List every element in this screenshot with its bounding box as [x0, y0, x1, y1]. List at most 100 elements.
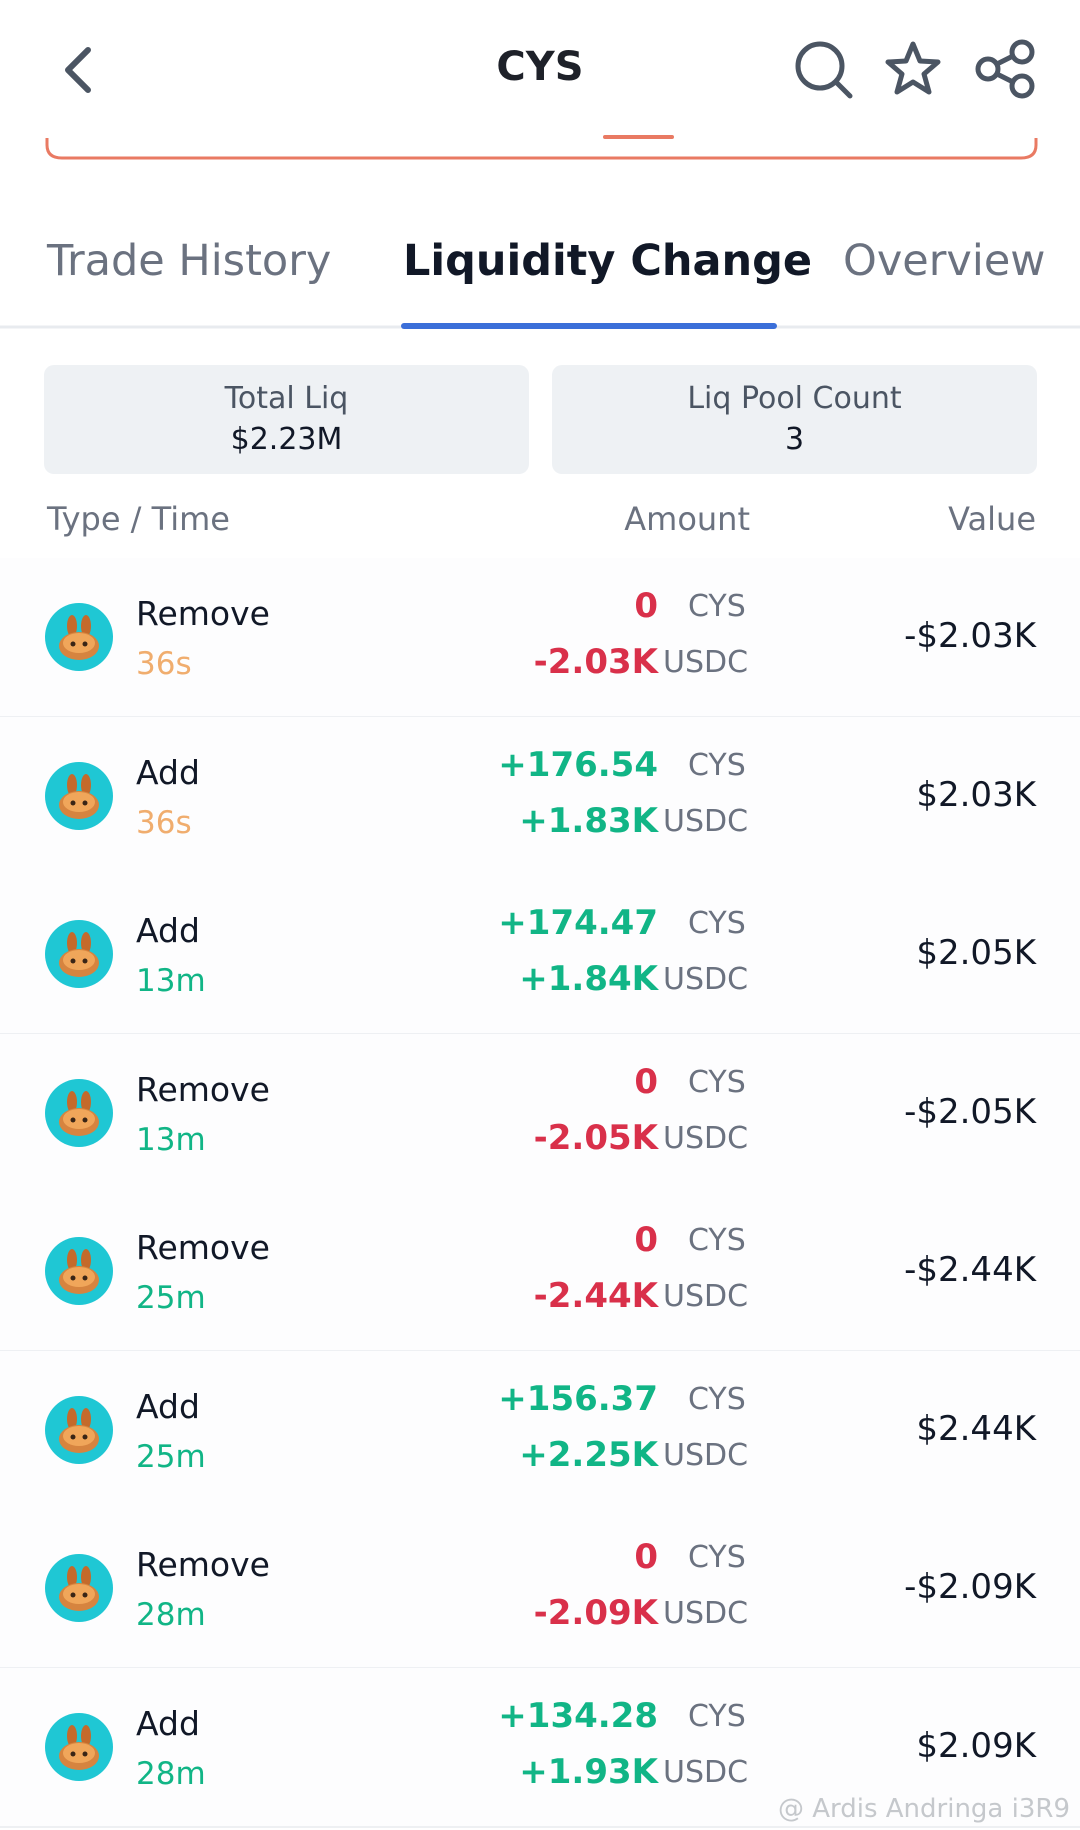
amount: -2.44K	[533, 1276, 658, 1316]
search-button[interactable]	[795, 41, 853, 99]
liquidity-row[interactable]: Remove 25m 0 CYS -2.44K USDC -$2.44K	[0, 1192, 1080, 1352]
tab[interactable]: Trade History	[47, 236, 332, 286]
unit: USDC	[663, 645, 749, 680]
stat-label: Total Liq	[224, 381, 349, 416]
amount: +134.28	[498, 1695, 658, 1736]
amount: +2.25K	[519, 1434, 658, 1475]
value: $2.09K	[916, 1725, 1036, 1766]
value: -$2.44K	[904, 1250, 1036, 1290]
stat-value: $2.23M	[230, 422, 343, 457]
favorite-button[interactable]	[885, 41, 941, 95]
liquidity-row[interactable]: Remove 28m 0 CYS -2.09K USDC -$2.09K	[0, 1509, 1080, 1669]
time: 36s	[136, 804, 192, 841]
pancake-icon	[45, 1712, 113, 1781]
amount: -2.05K	[533, 1117, 658, 1158]
unit: CYS	[688, 1223, 746, 1258]
type: Add	[136, 752, 200, 792]
unit: CYS	[688, 1540, 746, 1575]
column-header: Value	[948, 500, 1036, 538]
tab[interactable]: Overview	[843, 236, 1046, 286]
unit: USDC	[663, 962, 749, 997]
unit: CYS	[688, 1698, 746, 1734]
back-button[interactable]	[65, 47, 91, 93]
value: $2.44K	[916, 1408, 1036, 1449]
icon	[44, 1712, 114, 1786]
unit: CYS	[688, 589, 746, 624]
amount: +174.47	[498, 903, 658, 943]
unit: USDC	[663, 1596, 749, 1631]
share-button[interactable]	[975, 39, 1035, 99]
pancake-icon	[45, 1237, 113, 1305]
pancake-icon	[45, 1395, 113, 1464]
stat-value: 3	[784, 422, 805, 457]
value: -$2.03K	[904, 616, 1036, 656]
unit: USDC	[663, 1437, 749, 1473]
stat-label: Liq Pool Count	[687, 381, 902, 416]
unit: USDC	[663, 1279, 749, 1314]
amount: 0	[634, 586, 658, 626]
icon	[44, 1078, 114, 1152]
value: -$2.09K	[904, 1567, 1036, 1607]
time: 25m	[136, 1438, 206, 1475]
time: 28m	[136, 1755, 206, 1792]
type: Remove	[136, 1228, 270, 1267]
liquidity-row[interactable]: Add 13m +174.47 CYS +1.84K USDC $2.05K	[0, 875, 1080, 1035]
type: Add	[136, 911, 200, 950]
time: 13m	[136, 963, 206, 999]
type: Add	[136, 1703, 200, 1743]
title: CYS	[496, 44, 584, 90]
amount: -2.03K	[533, 642, 658, 682]
icon	[44, 761, 114, 835]
icon	[44, 1395, 114, 1469]
amount: +1.83K	[519, 800, 658, 841]
type: Add	[136, 1386, 200, 1426]
icon	[44, 1236, 114, 1310]
amount: +156.37	[498, 1378, 658, 1419]
column-header: Type / Time	[47, 500, 230, 538]
pancake-icon	[45, 761, 113, 830]
time: 13m	[136, 1121, 206, 1158]
amount: 0	[634, 1061, 658, 1102]
stat-card: Total Liq $2.23M	[44, 365, 529, 474]
liquidity-row[interactable]: Remove 36s 0 CYS -2.03K USDC -$2.03K	[0, 558, 1080, 718]
liquidity-row[interactable]: Add 28m +134.28 CYS +1.93K USDC $2.09K	[0, 1667, 1080, 1828]
column-header: Amount	[624, 500, 750, 538]
amount: +176.54	[498, 744, 658, 785]
watermark: @ Ardis Andringa i3R9	[777, 1794, 1070, 1824]
unit: CYS	[688, 747, 746, 783]
amount: -2.09K	[533, 1593, 658, 1633]
time: 25m	[136, 1280, 206, 1316]
icon	[44, 602, 114, 676]
unit: CYS	[688, 906, 746, 941]
amount: +1.84K	[519, 959, 658, 999]
liquidity-row[interactable]: Add 25m +156.37 CYS +2.25K USDC $2.44K	[0, 1350, 1080, 1511]
value: -$2.05K	[904, 1091, 1036, 1132]
amount: 0	[634, 1537, 658, 1577]
pancake-icon	[45, 1554, 113, 1622]
icon	[44, 919, 114, 993]
type: Remove	[136, 1069, 270, 1109]
card-border	[45, 138, 1038, 160]
stat-card: Liq Pool Count 3	[552, 365, 1037, 474]
value: $2.05K	[916, 933, 1036, 973]
pancake-icon	[45, 1078, 113, 1147]
header-graphics	[0, 39, 1080, 329]
value: $2.03K	[916, 774, 1036, 815]
icon	[44, 1553, 114, 1627]
type: Remove	[136, 594, 270, 633]
time: 36s	[136, 646, 192, 682]
unit: USDC	[663, 803, 749, 839]
unit: USDC	[663, 1120, 749, 1156]
liquidity-row[interactable]: Remove 13m 0 CYS -2.05K USDC -$2.05K	[0, 1033, 1080, 1194]
unit: CYS	[688, 1381, 746, 1417]
tab-active[interactable]: Liquidity Change	[403, 236, 813, 286]
unit: CYS	[688, 1064, 746, 1100]
type: Remove	[136, 1545, 270, 1584]
liquidity-row[interactable]: Add 36s +176.54 CYS +1.83K USDC $2.03K	[0, 716, 1080, 877]
amount: 0	[634, 1220, 658, 1260]
unit: USDC	[663, 1754, 749, 1790]
time: 28m	[136, 1597, 206, 1633]
amount: +1.93K	[519, 1751, 658, 1792]
pancake-icon	[45, 603, 113, 671]
